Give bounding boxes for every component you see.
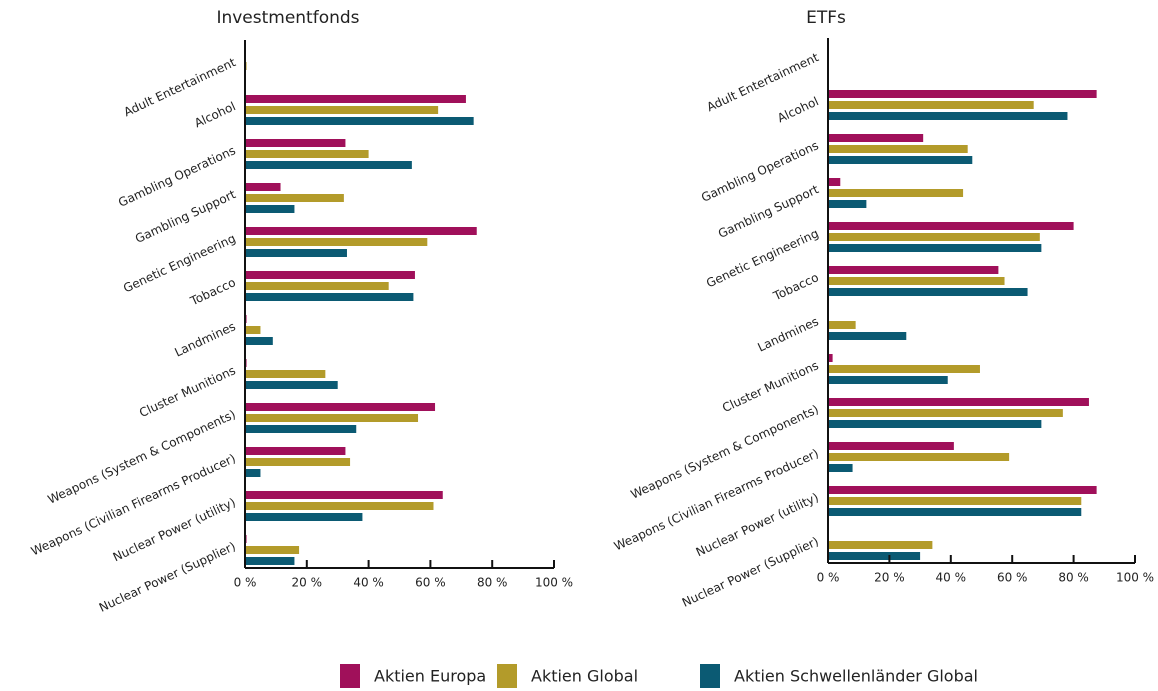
bar [245,557,295,565]
bar [828,420,1042,428]
x-tick-label: 100 % [535,576,573,590]
y-tick-label: Tobacco [770,270,820,303]
bar [245,194,344,202]
x-tick-label: 80 % [1058,571,1089,585]
bar [245,381,338,389]
y-tick-label: Tobacco [187,275,237,308]
bar [245,139,346,147]
x-tick-label: 40 % [936,571,967,585]
x-tick-label: 0 % [234,576,257,590]
bar [828,145,968,153]
bar [245,502,434,510]
bar [245,447,346,455]
bar [245,150,369,158]
legend-swatch [700,664,720,688]
x-tick-label: 100 % [1116,571,1154,585]
bar [245,271,415,279]
bar [245,414,419,422]
x-tick-label: 40 % [353,576,384,590]
bar [828,266,999,274]
bar [245,183,281,191]
legend-label: Aktien Schwellenländer Global [734,667,978,686]
bar [245,370,326,378]
bar [245,249,347,257]
x-tick-label: 60 % [997,571,1028,585]
bar [828,453,1010,461]
bar [828,90,1097,98]
bar [828,244,1042,252]
x-tick-label: 20 % [874,571,905,585]
bar [828,222,1074,230]
bar [828,464,853,472]
legend-swatch [340,664,360,688]
bar [828,541,933,549]
chart-title: ETFs [806,8,846,28]
x-tick-label: 80 % [477,576,508,590]
bar [828,200,867,208]
x-tick-label: 60 % [415,576,446,590]
y-tick-label: Landmines [172,319,237,359]
bar [245,546,300,554]
y-tick-label: Weapons (System & Components) [629,402,821,502]
bar [245,95,466,103]
bar [828,497,1082,505]
bar [245,469,261,477]
bar [828,332,907,340]
bar [828,134,924,142]
bar [828,409,1063,417]
bar [828,486,1097,494]
bar [245,205,295,213]
bar [828,508,1082,516]
bar [245,238,428,246]
bar [245,458,351,466]
y-tick-label: Alcohol [192,99,238,130]
bar [245,491,443,499]
bar [245,293,414,301]
y-tick-label: Alcohol [775,94,821,125]
bar [828,112,1068,120]
bar [828,233,1040,241]
bar [828,376,948,384]
bar [828,189,964,197]
bar [245,326,261,334]
legend-label: Aktien Global [531,667,638,686]
bar [828,354,833,362]
bar [245,106,439,114]
bar [828,321,856,329]
bar [828,288,1028,296]
bar [245,227,477,235]
y-tick-label: Landmines [755,314,820,354]
bar [828,277,1005,285]
legend-swatch [497,664,517,688]
bar [828,552,921,560]
y-tick-label: Weapons (System & Components) [46,407,238,507]
bar [245,161,412,169]
bar [828,101,1034,109]
bar [245,403,436,411]
bar [245,282,389,290]
chart-title: Investmentfonds [216,8,359,28]
bar [245,513,363,521]
x-tick-label: 0 % [817,571,840,585]
bar [828,178,841,186]
bar [828,156,973,164]
bar [245,425,357,433]
legend-label: Aktien Europa [374,667,486,686]
bar [828,442,954,450]
bar [828,365,980,373]
bar [828,398,1089,406]
bar [245,117,474,125]
x-tick-label: 20 % [292,576,323,590]
bar [245,337,273,345]
